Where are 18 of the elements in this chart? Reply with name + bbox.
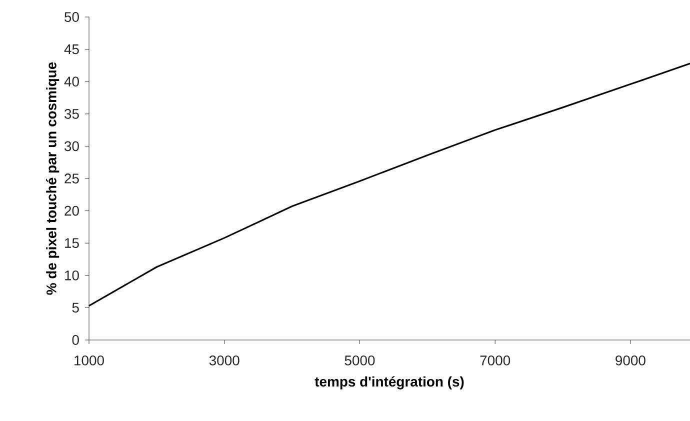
y-tick-label: 50 (64, 12, 79, 22)
y-tick-label: 35 (64, 108, 79, 119)
x-tick-label: 3000 (209, 356, 240, 366)
x-tick-label: 7000 (480, 356, 510, 366)
y-tick-label: 10 (65, 270, 79, 280)
y-tick-label: 20 (64, 206, 79, 216)
x-tick-label: 9000 (616, 356, 646, 366)
y-tick-label: 25 (64, 174, 79, 184)
x-tick-label: 5000 (344, 356, 375, 366)
y-tick-label: 0 (72, 335, 79, 345)
x-tick-label: 1000 (74, 356, 104, 366)
y-axis-title: % de pixel touché par un cosmique (46, 62, 60, 295)
y-tick-label: 15 (65, 238, 79, 248)
y-tick-label: 30 (64, 141, 79, 152)
y-tick-label: 45 (64, 44, 79, 54)
x-axis-title: temps d'intégration (s) (314, 376, 464, 390)
y-tick-label: 40 (64, 76, 79, 87)
y-tick-label: 5 (72, 302, 79, 313)
